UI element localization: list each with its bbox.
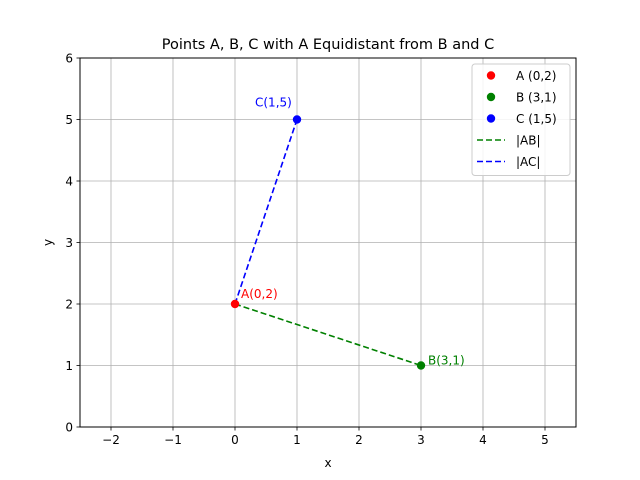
chart-title: Points A, B, C with A Equidistant from B… bbox=[162, 37, 494, 53]
y-axis-label: y bbox=[41, 239, 55, 246]
legend-label-ab: |AB| bbox=[516, 134, 541, 148]
x-tick-label: −1 bbox=[164, 433, 182, 447]
legend-marker-a bbox=[486, 71, 496, 80]
legend-label-c: C (1,5) bbox=[516, 112, 557, 126]
data-points bbox=[230, 115, 426, 370]
annotation-c: C(1,5) bbox=[255, 96, 292, 110]
annotation-a: A(0,2) bbox=[241, 287, 278, 301]
segment-ab bbox=[234, 303, 422, 367]
point-annotations: A(0,2) B(3,1) C(1,5) bbox=[241, 96, 465, 368]
y-tick-label: 0 bbox=[65, 421, 73, 435]
point-a bbox=[230, 299, 240, 309]
annotation-b: B(3,1) bbox=[428, 354, 465, 368]
x-tick-label: 3 bbox=[417, 433, 425, 447]
x-tick-label: 5 bbox=[541, 433, 549, 447]
x-axis-label: x bbox=[324, 456, 331, 470]
legend-marker-b bbox=[486, 92, 496, 102]
legend-box bbox=[471, 63, 571, 176]
segment-ac bbox=[234, 119, 298, 305]
y-tick-label: 1 bbox=[65, 359, 73, 373]
point-c bbox=[292, 115, 302, 124]
legend-label-a: A (0,2) bbox=[516, 69, 556, 83]
y-tick-label: 2 bbox=[65, 298, 73, 312]
legend-label-ac: |AC| bbox=[516, 155, 540, 169]
y-tick-label: 4 bbox=[65, 175, 73, 189]
y-tick-label: 6 bbox=[65, 52, 73, 66]
segments bbox=[234, 119, 422, 367]
x-tick-label: 4 bbox=[479, 433, 487, 447]
legend-label-b: B (3,1) bbox=[516, 91, 557, 105]
x-tick-label: 2 bbox=[355, 433, 363, 447]
axis-ticks: −2 −1 0 1 2 3 4 5 0 1 2 3 4 5 6 bbox=[65, 52, 548, 448]
y-tick-label: 5 bbox=[65, 113, 73, 127]
legend-marker-c bbox=[486, 114, 496, 123]
x-tick-label: 0 bbox=[231, 433, 239, 447]
x-tick-label: −2 bbox=[102, 433, 120, 447]
point-b bbox=[416, 361, 426, 370]
x-tick-label: 1 bbox=[293, 433, 301, 447]
legend: A (0,2) B (3,1) C (1,5) |AB| |AC| bbox=[471, 63, 571, 176]
y-tick-label: 3 bbox=[65, 236, 73, 250]
